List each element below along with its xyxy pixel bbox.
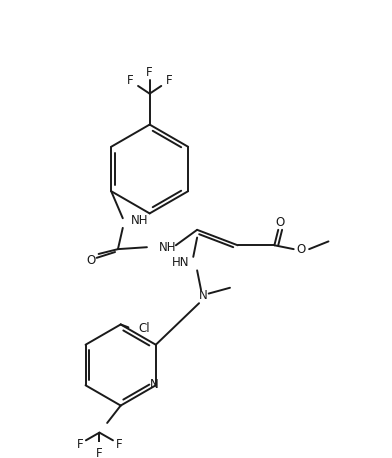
Text: NH: NH xyxy=(158,241,176,254)
Text: O: O xyxy=(276,216,285,229)
Text: F: F xyxy=(96,447,103,458)
Text: F: F xyxy=(166,74,172,87)
Text: NH: NH xyxy=(131,214,148,227)
Text: O: O xyxy=(86,254,96,267)
Text: N: N xyxy=(198,289,207,302)
Text: HN: HN xyxy=(172,256,189,269)
Text: F: F xyxy=(146,66,153,79)
Text: F: F xyxy=(115,438,122,451)
Text: O: O xyxy=(297,243,306,256)
Text: Cl: Cl xyxy=(138,322,150,335)
Text: F: F xyxy=(127,74,134,87)
Text: N: N xyxy=(149,378,158,391)
Text: F: F xyxy=(77,438,83,451)
